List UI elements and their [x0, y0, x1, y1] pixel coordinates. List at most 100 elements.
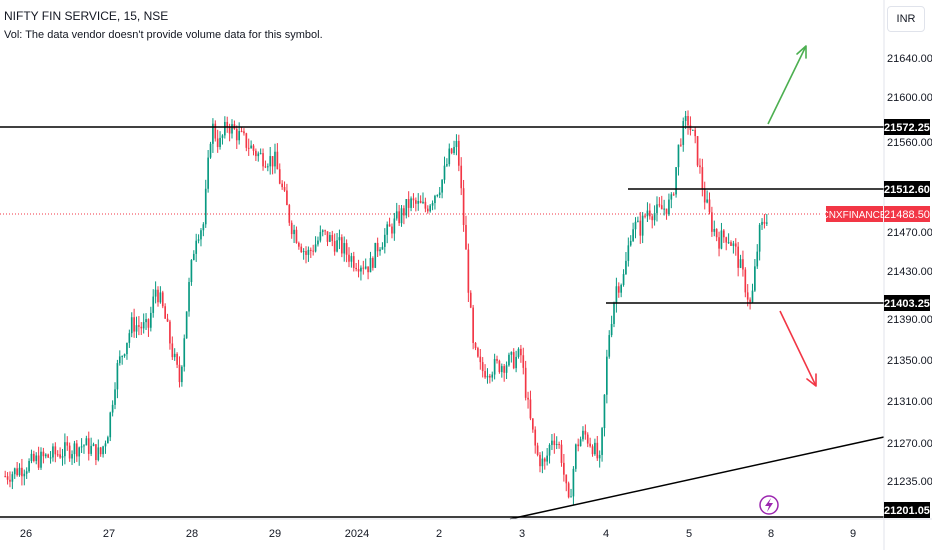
candle-body [422, 201, 424, 203]
price-scale-bg[interactable] [884, 0, 932, 550]
candle-body [455, 140, 458, 147]
candle-body [219, 137, 221, 148]
candle-body [412, 198, 415, 201]
candle-body [357, 269, 360, 272]
candle-body [596, 442, 599, 459]
candle-body [123, 354, 126, 357]
candle-body [247, 147, 250, 149]
arrow-down[interactable] [779, 310, 817, 387]
price-tick: 21560.00 [887, 137, 932, 149]
candle-body [426, 208, 429, 212]
candle-body [87, 438, 90, 454]
arrow-up[interactable] [767, 45, 807, 125]
candle-body [379, 249, 381, 252]
candle-body [269, 156, 272, 167]
candle-body [651, 216, 654, 221]
candle-body [424, 201, 427, 209]
candle-body [508, 354, 510, 366]
candle-body [524, 367, 527, 398]
currency-label: INR [896, 13, 916, 25]
candle-body [176, 353, 178, 365]
time-axis-labels[interactable]: 26 27 28 29 2024 2 3 4 5 8 9 [20, 528, 856, 540]
candle-body [410, 198, 412, 208]
volume-note: Vol: The data vendor doesn't provide vol… [4, 29, 323, 41]
candle-body [756, 251, 759, 267]
candle-body [80, 446, 83, 448]
candle-body [47, 454, 50, 458]
candle-body [309, 249, 312, 251]
candle-body [761, 221, 763, 225]
candle-body [336, 240, 338, 252]
candle-body [142, 322, 145, 329]
candle-body [565, 474, 568, 484]
candle-body [288, 205, 291, 223]
candle-body [448, 148, 451, 165]
candle-body [687, 116, 689, 126]
candle-body [529, 399, 532, 419]
candle-body [551, 440, 553, 445]
candle-body [128, 333, 131, 343]
candle-body [520, 348, 522, 356]
candle-body [622, 274, 625, 285]
x-label: 5 [686, 528, 692, 540]
candle-body [9, 479, 11, 482]
candle-body [16, 468, 18, 476]
trendline[interactable] [509, 436, 885, 520]
candle-body [668, 199, 670, 215]
x-label: 26 [20, 528, 32, 540]
candle-body [515, 356, 517, 369]
candle-body [754, 266, 756, 291]
candle-body [130, 317, 133, 334]
candle-body [589, 443, 591, 447]
candle-body [226, 121, 229, 128]
candle-body [727, 242, 730, 244]
candle-body [684, 116, 687, 121]
candle-body [307, 249, 310, 255]
candle-body [324, 230, 326, 232]
currency-button[interactable]: INR [887, 6, 925, 32]
candle-body [266, 166, 269, 168]
x-label: 9 [850, 528, 856, 540]
candle-body [204, 188, 207, 225]
candle-body [706, 199, 708, 203]
candle-body [95, 444, 97, 461]
candle-body [677, 144, 680, 168]
lightning-icon[interactable] [759, 495, 779, 515]
candle-body [298, 242, 300, 247]
candle-body [59, 454, 61, 458]
candle-body [240, 131, 243, 133]
candle-body [708, 199, 711, 213]
candle-body [352, 256, 355, 268]
candle-body [107, 437, 109, 444]
candle-body [295, 229, 298, 243]
candle-body [92, 444, 95, 446]
candle-body [190, 260, 193, 283]
candle-body [290, 222, 293, 235]
candle-body [548, 444, 551, 456]
level-label-21201: 21201.05 [884, 502, 930, 518]
candle-body [274, 151, 276, 167]
candle-body [715, 228, 718, 238]
candle-body [200, 230, 202, 240]
price-tick: 21270.00 [887, 438, 932, 450]
candle-body [28, 460, 30, 472]
candle-body [61, 456, 64, 458]
candle-body [608, 335, 611, 357]
candle-body [405, 199, 408, 216]
candle-body [660, 205, 663, 210]
candle-body [75, 443, 78, 457]
candle-body [477, 348, 479, 357]
candle-body [479, 356, 482, 363]
price-scale-ticks: 21640.00 21600.00 21560.00 21470.00 2143… [887, 53, 932, 488]
level-label-21572: 21572.25 [884, 119, 930, 135]
candle-body [30, 453, 33, 461]
candle-body [312, 250, 315, 252]
candle-body [245, 133, 248, 148]
candle-body [326, 231, 329, 242]
symbol-title[interactable]: NIFTY FIN SERVICE, 15, NSE [4, 9, 168, 23]
candle-body [343, 243, 346, 254]
candle-body [594, 442, 596, 455]
candle-body [207, 157, 209, 189]
